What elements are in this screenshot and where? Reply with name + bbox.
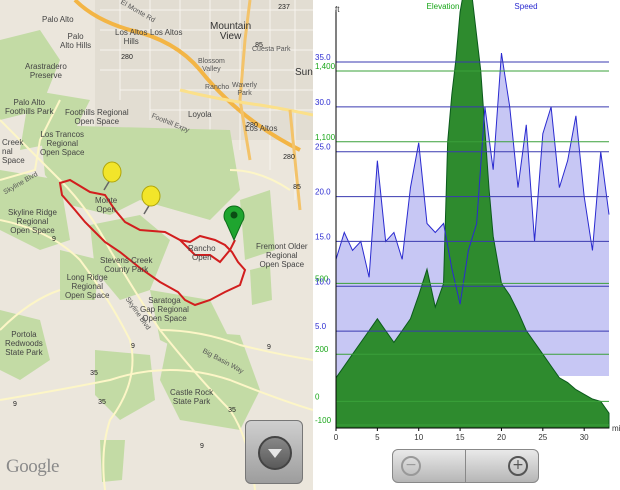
y-axis-label: 1,400 <box>315 62 336 71</box>
y-axis-label: 15.0 <box>315 232 331 241</box>
zoom-controls: − + <box>392 449 540 483</box>
x-tick-label: 15 <box>456 433 465 442</box>
route-shield: 9 <box>52 236 56 243</box>
route-shield: 85 <box>255 42 263 49</box>
menu-toggle-button[interactable] <box>245 420 303 484</box>
map-view[interactable]: Palo Alto Palo Alto Hills Los Altos Hill… <box>0 0 313 490</box>
zoom-out-icon: − <box>401 456 421 476</box>
place-label: Castle Rock State Park <box>170 388 214 406</box>
place-label: Los Altos <box>245 124 278 133</box>
place-label: Palo Alto <box>42 15 74 24</box>
place-label: Los Altos <box>150 28 183 37</box>
y-axis-label: 10.0 <box>315 277 331 286</box>
place-label: Los Trancos Regional Open Space <box>40 130 85 157</box>
place-label: Waverly Park <box>232 82 258 97</box>
place-label: Sun <box>295 67 313 78</box>
x-unit-label: mi <box>612 424 620 433</box>
y-axis-label: -100 <box>315 416 332 425</box>
place-label: Saratoga Gap Regional Open Space <box>140 296 189 323</box>
x-tick-label: 10 <box>414 433 423 442</box>
y-axis-label: 20.0 <box>315 188 331 197</box>
route-shield: 35 <box>228 407 236 414</box>
y-axis-label: 0 <box>315 392 320 401</box>
y-axis-label: 30.0 <box>315 98 331 107</box>
place-label: Palo Alto Hills <box>60 32 92 50</box>
place-label: Rancho Open <box>188 244 216 262</box>
zoom-out-button[interactable]: − <box>392 449 466 483</box>
place-label: Rancho <box>205 84 230 91</box>
place-label: Arastradero Preserve <box>25 62 67 80</box>
place-label: Loyola <box>188 110 212 119</box>
y-axis-label: 5.0 <box>315 322 327 331</box>
y-axis-label: 25.0 <box>315 143 331 152</box>
route-track-branch <box>179 239 236 264</box>
place-label: Foothills Regional Open Space <box>65 108 129 126</box>
route-shield: 35 <box>98 399 106 406</box>
legend-speed: Speed <box>514 2 537 11</box>
place-label: Cuesta Park <box>252 46 291 53</box>
yellow-pushpin-icon[interactable] <box>102 161 122 191</box>
route-shield: 9 <box>200 443 204 450</box>
elevation-speed-chart[interactable]: 35.0 1,400 30.0 1,100 25.0 20.0 15.0 500 10.0 200… <box>313 0 620 490</box>
x-tick-label: 25 <box>538 433 547 442</box>
roads <box>0 99 313 490</box>
place-label: Blossom Valley <box>198 58 225 73</box>
chart-canvas: 35.01,40030.01,10025.020.015.050010.0200… <box>315 0 620 442</box>
route-shield: 35 <box>90 370 98 377</box>
route-shield: 85 <box>293 184 301 191</box>
place-label: Monte Open <box>95 196 118 214</box>
map-canvas[interactable] <box>0 0 313 490</box>
place-label: Long Ridge Regional Open Space <box>65 273 110 300</box>
place-label: Creek nal Space <box>2 138 25 165</box>
y-axis-label: 1,100 <box>315 133 336 142</box>
route-shield: 280 <box>283 154 295 161</box>
route-shield: 280 <box>121 54 133 61</box>
speed-area <box>336 53 609 377</box>
y-axis-label: 200 <box>315 345 329 354</box>
route-shield: 9 <box>13 401 17 408</box>
route-shield: 9 <box>131 343 135 350</box>
legend-elevation: Elevation <box>427 2 460 11</box>
y-axis-label: 500 <box>315 274 329 283</box>
x-tick-label: 30 <box>580 433 589 442</box>
parks <box>0 30 275 482</box>
route-track <box>58 178 247 307</box>
street-grid <box>100 0 313 200</box>
place-label: Fremont Older Regional Open Space <box>256 242 308 269</box>
elevation-area <box>335 0 610 429</box>
google-logo: Google <box>6 456 59 477</box>
x-tick-label: 20 <box>497 433 506 442</box>
place-label: Mountain View <box>210 21 252 42</box>
place-label: Skyline Ridge Regional Open Space <box>8 208 57 235</box>
route-shield: 280 <box>246 122 258 129</box>
place-label: Palo Alto Foothills Park <box>5 98 54 116</box>
place-label: Los Altos Hills <box>115 28 148 46</box>
zoom-in-icon: + <box>508 456 528 476</box>
zoom-in-button[interactable]: + <box>465 449 539 483</box>
y-axis-label: 35.0 <box>315 53 331 62</box>
place-label: Stevens Creek County Park <box>100 256 153 274</box>
x-tick-label: 5 <box>375 433 380 442</box>
green-marker-icon[interactable] <box>223 205 245 242</box>
route-shield: 237 <box>278 4 290 11</box>
menu-toggle-icon <box>258 436 292 470</box>
highways <box>73 0 313 211</box>
route-shield: 9 <box>267 344 271 351</box>
yellow-pushpin-icon[interactable] <box>141 185 161 215</box>
place-label: Portola Redwoods State Park <box>5 330 43 357</box>
speed-line <box>335 52 610 305</box>
x-tick-label: 0 <box>334 433 339 442</box>
unit-label: ft <box>335 5 340 14</box>
